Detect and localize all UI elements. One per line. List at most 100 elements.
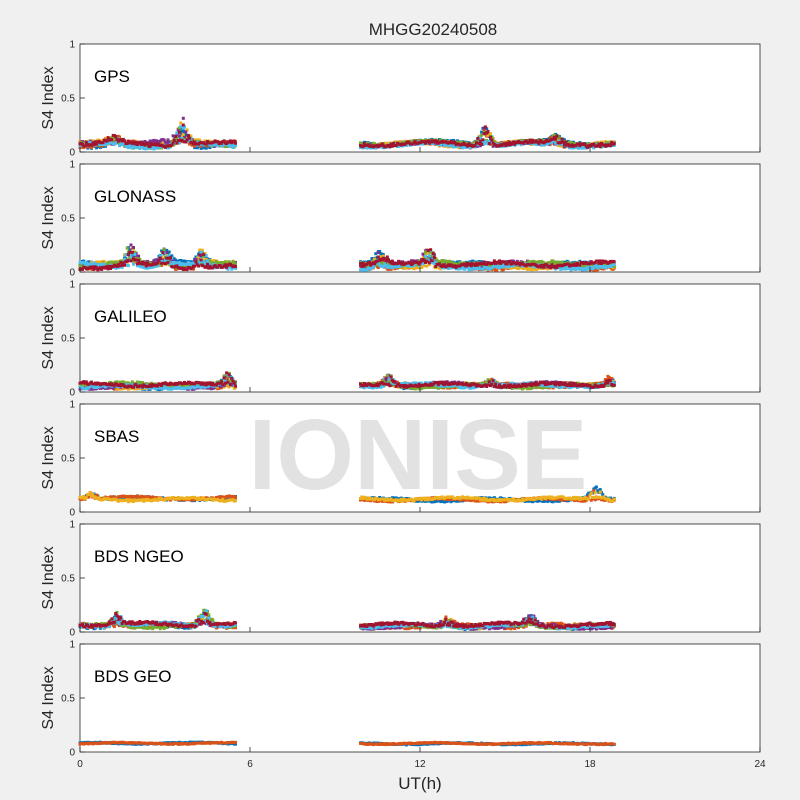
data-point xyxy=(388,263,392,267)
data-point xyxy=(432,256,436,260)
data-point xyxy=(106,267,110,271)
data-point xyxy=(485,131,489,135)
data-point xyxy=(211,261,215,265)
data-point xyxy=(430,261,434,265)
data-point xyxy=(114,135,118,138)
data-point xyxy=(489,132,492,136)
data-point xyxy=(360,265,364,268)
data-point xyxy=(92,267,96,271)
y-tick-label: 0 xyxy=(69,268,75,279)
data-point xyxy=(555,266,559,270)
data-point xyxy=(524,139,528,143)
data-point xyxy=(180,137,184,140)
data-point xyxy=(503,260,507,264)
data-point xyxy=(234,141,237,145)
data-point xyxy=(498,259,501,263)
data-point xyxy=(485,265,489,269)
data-point xyxy=(183,125,186,129)
data-point xyxy=(583,142,587,146)
data-point xyxy=(181,123,185,127)
data-point xyxy=(387,267,390,271)
data-point xyxy=(193,262,197,266)
data-point xyxy=(388,145,392,149)
data-point xyxy=(175,131,179,135)
data-point xyxy=(384,258,388,262)
data-point xyxy=(96,260,100,264)
plot-area xyxy=(79,283,761,393)
data-point xyxy=(434,260,438,264)
data-point xyxy=(561,267,565,271)
data-point xyxy=(549,136,552,140)
data-point xyxy=(232,139,236,143)
data-point xyxy=(421,252,425,256)
data-point xyxy=(120,139,124,143)
data-point xyxy=(124,253,128,257)
data-point xyxy=(413,140,417,144)
data-point xyxy=(185,268,189,272)
data-point xyxy=(146,259,150,263)
data-point xyxy=(396,262,399,266)
data-point xyxy=(184,140,188,144)
data-point xyxy=(234,144,237,148)
data-point xyxy=(438,260,441,264)
data-point xyxy=(156,264,160,268)
data-point xyxy=(188,142,192,146)
data-point xyxy=(478,139,482,143)
data-point xyxy=(513,266,517,270)
data-point xyxy=(416,261,420,264)
y-axis-label: S4 Index xyxy=(40,66,57,129)
data-point xyxy=(175,141,179,145)
data-point xyxy=(564,267,568,271)
data-point xyxy=(578,263,582,267)
data-point xyxy=(429,248,433,252)
data-point xyxy=(580,265,584,268)
data-point xyxy=(165,256,169,260)
data-point xyxy=(499,265,503,268)
data-point xyxy=(138,147,142,150)
data-point xyxy=(128,248,132,252)
data-point xyxy=(540,265,544,269)
data-point xyxy=(491,265,495,269)
data-point xyxy=(376,255,380,259)
data-point xyxy=(91,263,95,267)
data-point xyxy=(109,267,113,270)
data-point xyxy=(123,257,127,261)
data-point xyxy=(208,146,212,150)
panel-label: GPS xyxy=(94,67,130,86)
data-point xyxy=(125,259,129,263)
data-point xyxy=(490,138,494,142)
data-point xyxy=(143,140,147,143)
data-point xyxy=(185,263,189,266)
data-point xyxy=(381,254,385,258)
data-point xyxy=(135,262,139,266)
data-point xyxy=(598,259,602,263)
data-point xyxy=(361,144,365,148)
data-point xyxy=(166,260,170,264)
data-point xyxy=(148,139,152,143)
data-point xyxy=(390,144,394,148)
data-point xyxy=(518,263,522,267)
data-point xyxy=(138,141,142,144)
data-point xyxy=(172,139,176,143)
data-point xyxy=(188,136,192,140)
data-point xyxy=(425,259,429,263)
data-point xyxy=(231,259,235,263)
data-point xyxy=(478,136,482,140)
data-point xyxy=(125,142,129,145)
data-point xyxy=(222,139,226,143)
y-tick-label: 0 xyxy=(69,148,75,159)
data-point xyxy=(529,140,533,144)
data-point xyxy=(126,387,130,391)
data-point xyxy=(598,145,602,149)
data-point xyxy=(420,266,424,270)
data-point xyxy=(102,263,106,266)
data-point xyxy=(485,262,489,266)
data-point xyxy=(230,267,234,271)
y-axis-label: S4 Index xyxy=(40,186,57,249)
data-point xyxy=(107,264,111,268)
data-point xyxy=(390,259,394,263)
data-point xyxy=(105,139,109,143)
data-point xyxy=(438,262,441,266)
